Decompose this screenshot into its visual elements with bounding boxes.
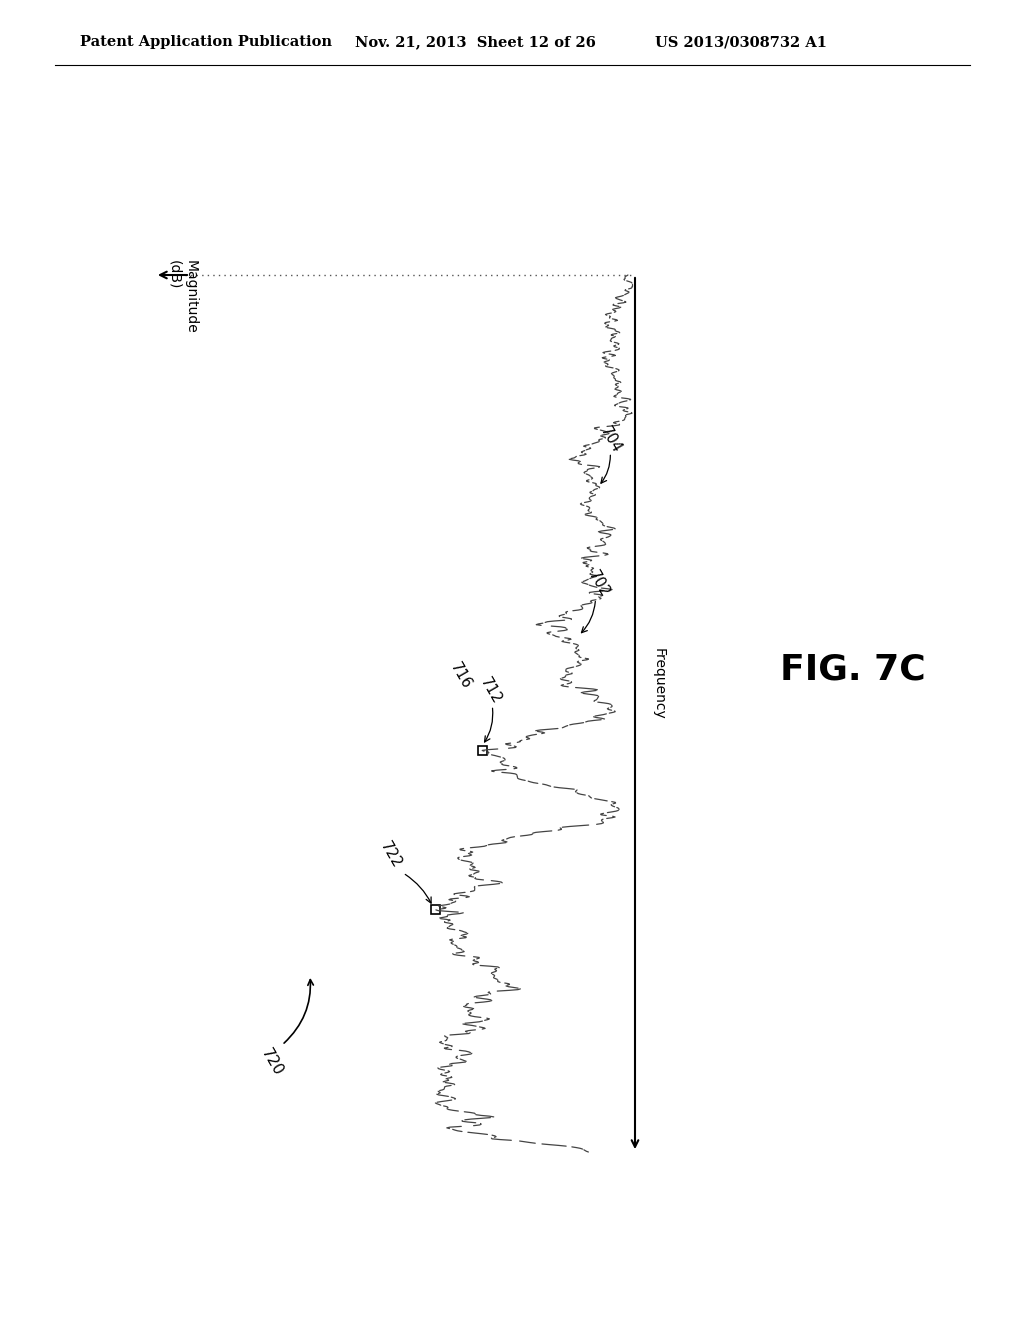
- Text: Patent Application Publication: Patent Application Publication: [80, 36, 332, 49]
- Text: 716: 716: [446, 660, 474, 692]
- Bar: [431, 906, 440, 915]
- Text: Nov. 21, 2013  Sheet 12 of 26: Nov. 21, 2013 Sheet 12 of 26: [355, 36, 596, 49]
- Text: Frequency: Frequency: [652, 648, 666, 719]
- Text: Magnitude
(dB): Magnitude (dB): [167, 260, 198, 334]
- Text: 722: 722: [378, 840, 404, 871]
- Text: US 2013/0308732 A1: US 2013/0308732 A1: [655, 36, 827, 49]
- Text: 704: 704: [597, 424, 624, 455]
- Text: 702: 702: [585, 568, 612, 599]
- Bar: [478, 746, 486, 755]
- Text: FIG. 7C: FIG. 7C: [780, 653, 926, 686]
- Text: 720: 720: [258, 1045, 286, 1078]
- Text: 712: 712: [477, 675, 504, 706]
